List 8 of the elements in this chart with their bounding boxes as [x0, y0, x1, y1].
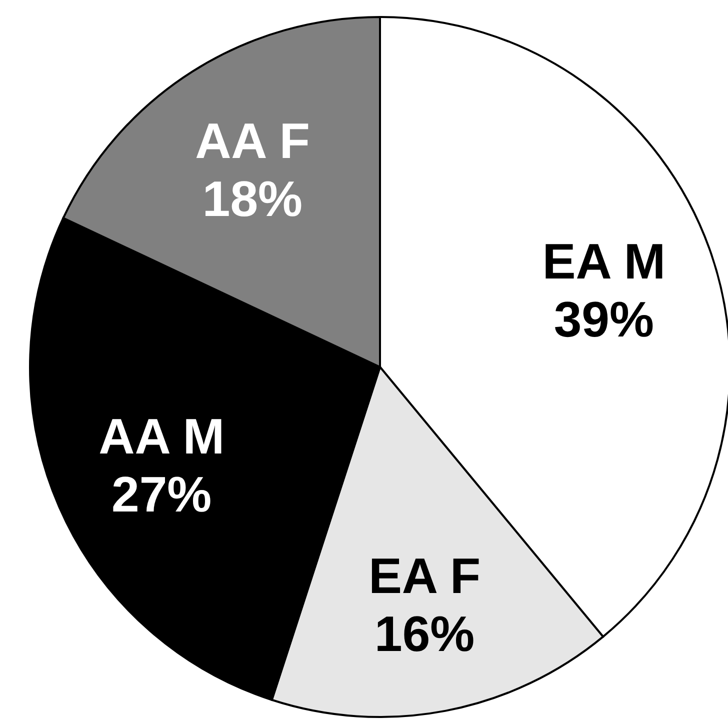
slice-label: AA M [98, 408, 225, 465]
slice-label: AA F [195, 113, 310, 170]
slice-label: EA M [542, 233, 666, 290]
data-label: 27% [112, 466, 212, 523]
data-label: 18% [202, 171, 303, 228]
data-label: 39% [554, 291, 654, 348]
data-label: 16% [374, 606, 475, 662]
slice-label: EA F [368, 548, 481, 604]
